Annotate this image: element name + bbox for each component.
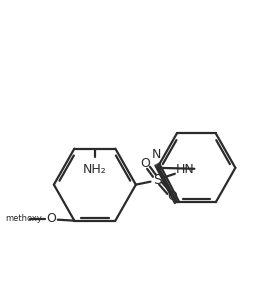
Text: O: O <box>167 190 177 203</box>
Text: O: O <box>46 212 56 225</box>
Text: methoxy: methoxy <box>5 214 42 223</box>
Text: S: S <box>153 173 162 187</box>
Text: N: N <box>152 148 161 161</box>
Text: O: O <box>141 157 151 170</box>
Text: NH₂: NH₂ <box>83 163 107 176</box>
Text: HN: HN <box>175 163 194 176</box>
